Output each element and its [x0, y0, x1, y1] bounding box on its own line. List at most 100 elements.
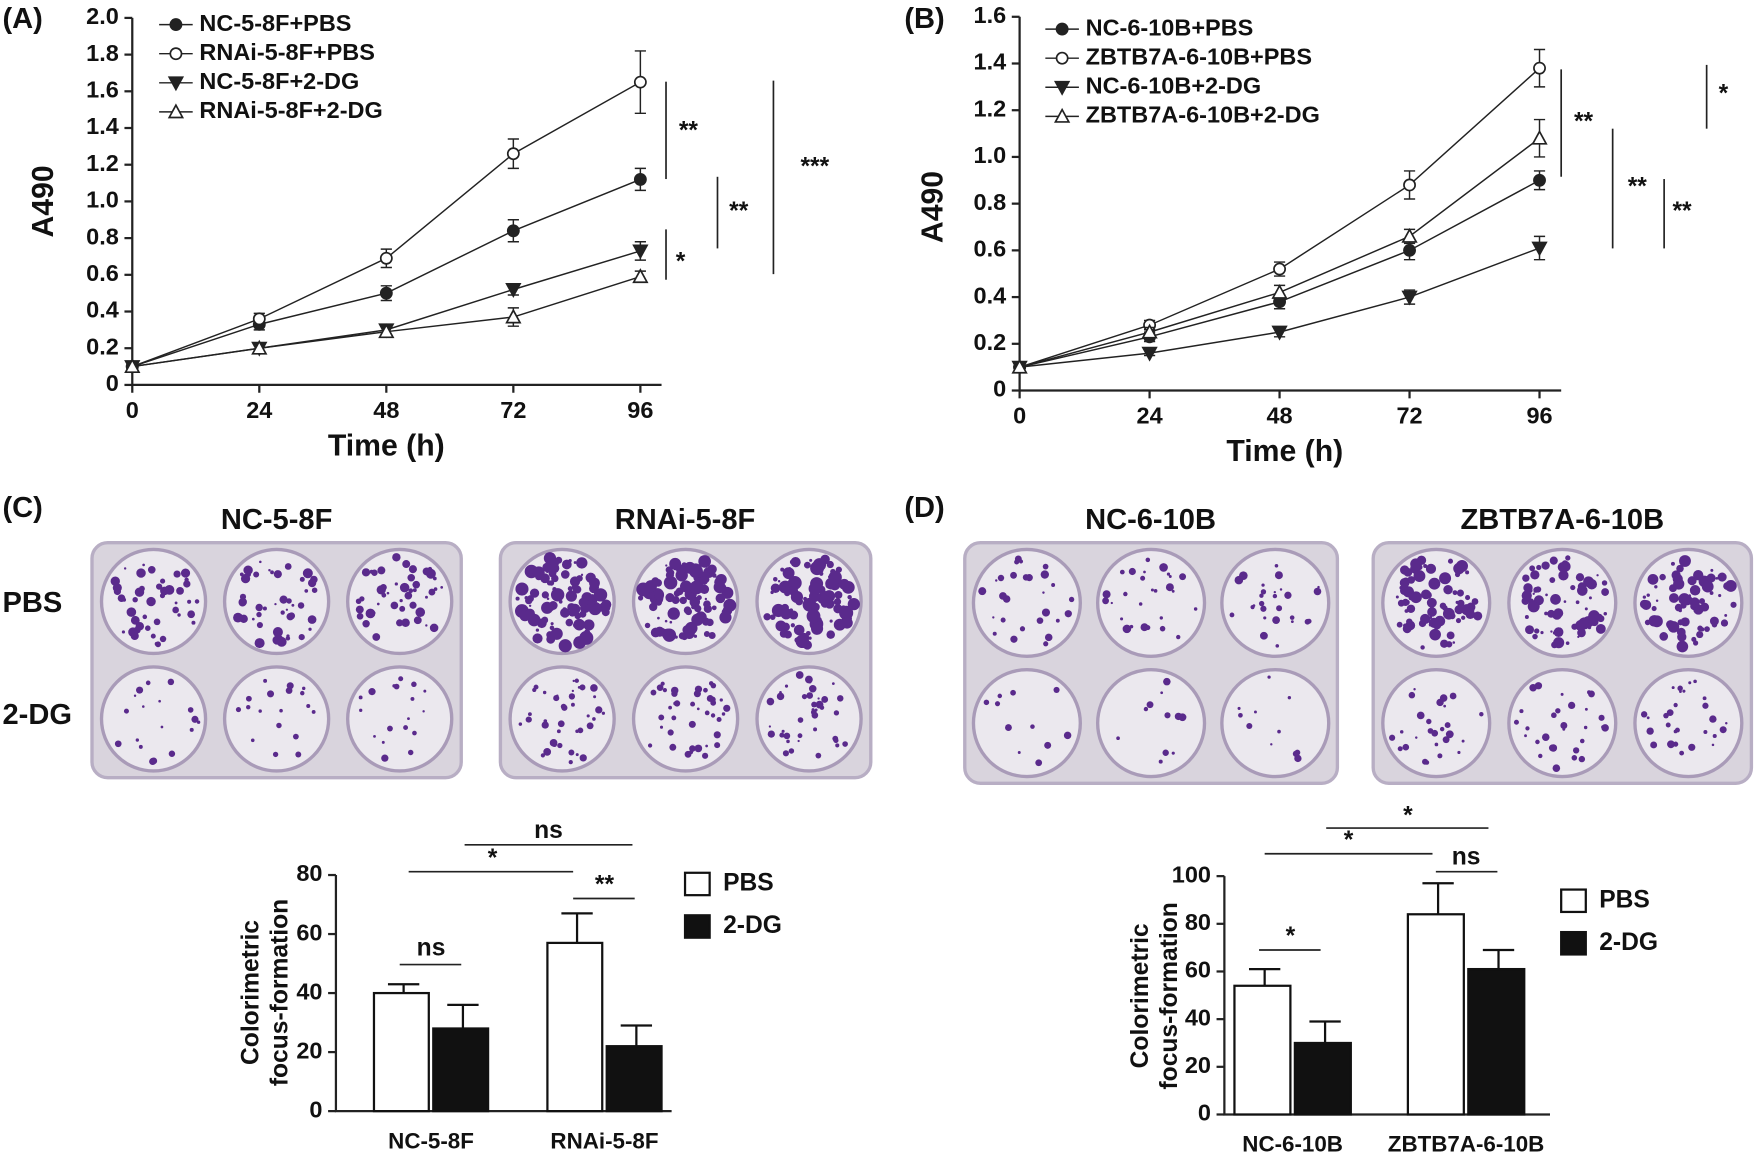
colony: [1642, 595, 1647, 599]
colony: [689, 580, 704, 595]
colony: [1588, 596, 1592, 600]
colony: [668, 705, 672, 710]
colony: [1290, 620, 1294, 624]
colony: [1452, 590, 1458, 596]
colony: [412, 588, 417, 593]
y-tick-label: 40: [296, 978, 322, 1004]
legend-label: NC-6-10B+2-DG: [1086, 72, 1262, 98]
colony: [1465, 609, 1476, 620]
colony: [594, 603, 598, 606]
colony: [1159, 563, 1168, 572]
colony: [549, 625, 555, 631]
colony: [1545, 593, 1548, 597]
marker: [1054, 80, 1071, 96]
colony: [781, 586, 787, 591]
colony: [1272, 593, 1278, 599]
colony: [1017, 750, 1021, 754]
colony: [1287, 695, 1292, 700]
colony: [412, 580, 421, 589]
colony: [1442, 736, 1450, 744]
colony: [797, 733, 803, 739]
colony: [1406, 604, 1416, 614]
colony: [790, 590, 804, 604]
colony: [1063, 731, 1072, 740]
colony: [815, 752, 822, 759]
x-tick-label: 48: [373, 397, 399, 423]
colony: [362, 620, 370, 628]
colony: [1677, 619, 1684, 626]
colony: [1120, 617, 1124, 621]
colony: [770, 583, 781, 593]
colony: [638, 595, 644, 601]
significance-label: ns: [417, 934, 446, 961]
x-tick-label: 0: [1013, 403, 1026, 429]
colony: [1455, 600, 1459, 604]
colony: [527, 712, 532, 717]
colony: [359, 596, 365, 602]
colony: [1237, 706, 1241, 710]
colony: [1455, 618, 1462, 624]
colony: [592, 717, 596, 721]
colony: [701, 617, 711, 626]
colony: [1389, 734, 1396, 741]
colony: [1263, 616, 1267, 620]
colony: [708, 631, 716, 639]
colony: [1550, 630, 1553, 633]
colony: [1413, 570, 1426, 583]
legend-label: NC-6-10B+PBS: [1086, 14, 1254, 40]
colony: [1711, 743, 1715, 747]
bar: [1406, 913, 1465, 1116]
legend-label: NC-5-8F+PBS: [199, 10, 351, 36]
colony: [557, 742, 563, 749]
colony: [284, 563, 292, 570]
x-tick-label: 24: [1137, 403, 1163, 429]
colony: [710, 682, 717, 689]
colony: [1720, 574, 1726, 581]
colony: [659, 725, 664, 729]
colony: [1552, 610, 1562, 620]
colony: [1404, 599, 1410, 606]
colony: [1709, 591, 1714, 595]
colony: [832, 735, 839, 742]
colony: [1706, 573, 1716, 583]
colony: [811, 708, 815, 712]
colony: [529, 588, 540, 598]
colony: [573, 561, 577, 564]
colony: [1153, 589, 1158, 593]
colony: [1292, 750, 1300, 757]
significance-label: *: [1286, 923, 1296, 950]
significance-label: *: [1403, 802, 1413, 829]
colony: [160, 725, 164, 729]
colony: [826, 630, 835, 639]
colony: [256, 611, 262, 618]
colony: [557, 720, 565, 728]
colony: [168, 750, 176, 757]
significance-label: ***: [800, 153, 829, 180]
marker: [1401, 290, 1418, 306]
colony: [1549, 556, 1558, 565]
colony: [693, 634, 698, 638]
colony: [1449, 692, 1457, 700]
well: [631, 665, 740, 773]
colony: [541, 601, 554, 614]
colony: [142, 563, 145, 567]
colony: [703, 631, 710, 638]
colony: [767, 730, 775, 738]
colony: [123, 567, 127, 570]
colony: [254, 638, 265, 649]
marker: [632, 244, 649, 260]
colony: [790, 623, 795, 628]
colony: [1659, 632, 1669, 641]
colony: [715, 593, 726, 604]
well: [971, 547, 1082, 658]
colony: [583, 619, 595, 631]
colony: [808, 605, 812, 609]
colony: [1701, 580, 1714, 593]
colony: [295, 751, 302, 758]
colony: [578, 597, 589, 608]
colony: [153, 618, 161, 626]
colony: [536, 618, 543, 625]
row-label: 2-DG: [2, 699, 71, 731]
colony: [657, 616, 660, 620]
colony: [689, 745, 696, 752]
